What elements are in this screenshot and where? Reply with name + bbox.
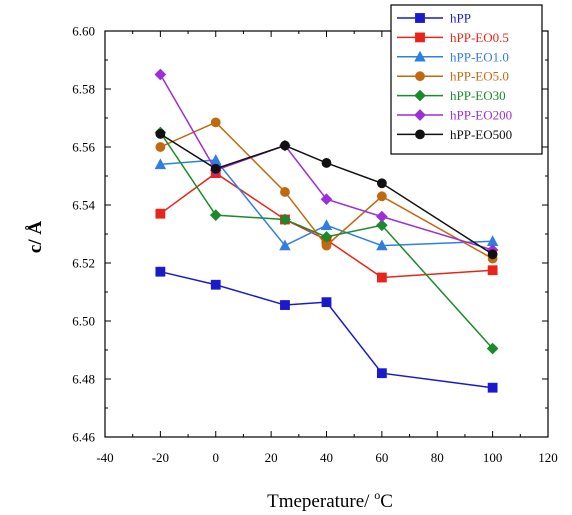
- y-tick-label: 6.46: [72, 430, 95, 445]
- data-point: [376, 272, 387, 283]
- legend-item: hPP-EO500: [397, 127, 512, 142]
- y-tick-label: 6.56: [72, 140, 95, 155]
- series-line: [160, 121, 493, 260]
- data-point: [487, 249, 498, 260]
- legend-label: hPP-EO1.0: [450, 49, 509, 64]
- y-tick-label: 6.52: [72, 256, 95, 271]
- legend-item: hPP-EO0.5: [397, 30, 509, 45]
- data-point: [155, 208, 166, 219]
- data-point: [210, 163, 221, 174]
- data-point: [154, 68, 167, 81]
- data-point: [376, 178, 387, 189]
- legend-label: hPP-EO0.5: [450, 30, 509, 45]
- series-hpp: [155, 266, 498, 393]
- data-point: [280, 300, 290, 310]
- series-line: [160, 270, 493, 389]
- data-point: [376, 368, 387, 379]
- legend-marker: [415, 129, 425, 140]
- data-point: [280, 187, 290, 197]
- data-point: [280, 140, 290, 151]
- x-axis-title-degree: o: [374, 488, 380, 502]
- x-tick-label: 40: [320, 450, 333, 465]
- data-point: [209, 209, 222, 221]
- legend-item: hPP-EO30: [397, 88, 506, 103]
- axes-layer: -40 -20 0 20 40 60 80 100 120 6.46 6.48 6.50 6.52 6.5…: [72, 24, 558, 466]
- data-point: [155, 129, 166, 139]
- legend-label: hPP-EO200: [450, 108, 512, 123]
- data-point: [376, 210, 388, 223]
- series-line: [159, 172, 493, 279]
- series-hpp-eo5-0: [155, 117, 498, 264]
- legend-label: hPP-EO500: [450, 127, 512, 142]
- legend-label: hPP-EO30: [450, 88, 506, 103]
- x-tick-label: -40: [96, 450, 113, 465]
- data-point: [320, 219, 333, 230]
- data-point: [155, 266, 166, 277]
- x-tick-label: 20: [265, 450, 278, 465]
- legend-marker: [414, 50, 426, 62]
- series-line: [159, 74, 493, 251]
- x-tick-label: 60: [375, 450, 388, 465]
- x-tick-label: 120: [538, 450, 558, 465]
- legend-label: hPP: [450, 11, 471, 26]
- data-point: [279, 213, 291, 226]
- y-tick-label: 6.58: [72, 82, 95, 97]
- data-point: [210, 279, 221, 290]
- x-tick-label: 0: [213, 450, 220, 465]
- y-tick-label: 6.50: [72, 314, 95, 329]
- x-tick-label: -20: [152, 450, 169, 465]
- y-tick-label: 6.60: [72, 24, 95, 39]
- data-point: [155, 142, 166, 152]
- x-axis-title: Tmeperature/ oC: [267, 488, 393, 512]
- x-tick-label: 100: [483, 450, 503, 465]
- series-line: [159, 132, 494, 350]
- data-point: [210, 117, 221, 128]
- legend-marker: [414, 109, 426, 121]
- y-tick-label: 6.54: [72, 198, 95, 213]
- data-point: [321, 158, 332, 168]
- y-tick-label: 6.48: [72, 372, 95, 387]
- legend-box: [390, 4, 543, 155]
- series-hpp-eo500: [155, 129, 498, 260]
- y-axis-title: c/ Å: [25, 221, 46, 253]
- data-point: [376, 219, 388, 232]
- legend-marker: [414, 89, 426, 102]
- data-point: [321, 297, 332, 308]
- x-axis-title-unit: C: [380, 491, 393, 512]
- data-point: [320, 193, 333, 206]
- data-point: [486, 342, 499, 355]
- plot-layer: [154, 68, 499, 393]
- legend-item: hPP-EO5.0: [397, 69, 509, 84]
- legend-marker: [415, 71, 425, 82]
- legend-marker: [415, 13, 425, 23]
- data-point: [320, 231, 333, 243]
- x-axis-title-text: Tmeperature/: [267, 491, 374, 512]
- data-point: [487, 382, 498, 393]
- data-point: [154, 158, 167, 170]
- series-line: [159, 133, 494, 255]
- legend: hPP hPP-EO0.5 hPP-EO1.0 hPP-EO5.0 hPP-EO30 hP…: [390, 4, 543, 155]
- data-point: [376, 191, 387, 202]
- data-point: [279, 239, 291, 251]
- legend-item: hPP: [397, 11, 471, 26]
- legend-item: hPP-EO200: [397, 108, 512, 123]
- data-point: [376, 239, 388, 251]
- x-tick-label: 80: [431, 450, 444, 465]
- legend-label: hPP-EO5.0: [450, 69, 509, 84]
- data-point: [487, 265, 498, 276]
- legend-marker: [415, 32, 425, 43]
- legend-item: hPP-EO1.0: [397, 49, 509, 64]
